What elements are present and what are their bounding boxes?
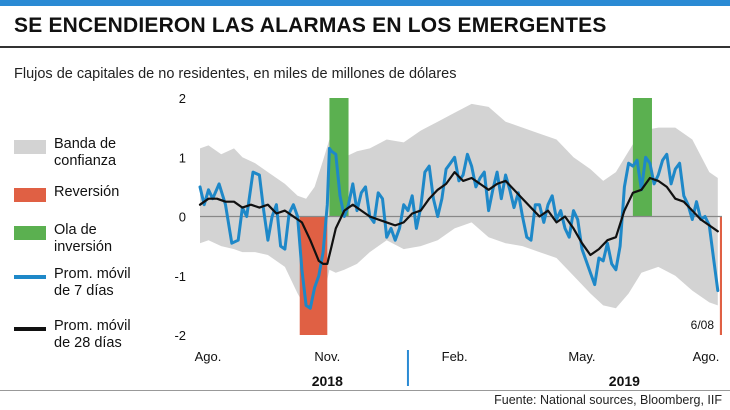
series-layer [198,146,720,310]
y-tick-label: 1 [179,150,186,165]
year-label: 2019 [609,373,640,389]
legend-swatch-band [14,140,46,154]
y-tick-label: -1 [174,269,186,284]
y-ticks-layer: 2 1 0 -1 -2 [174,91,186,343]
x-ticks-layer: Ago. Nov. Feb. May. Ago. [195,349,720,364]
year-label: 2018 [312,373,343,389]
top-accent-bar [0,0,730,6]
x-tick-label: Ago. [195,349,222,364]
y-tick-label: 2 [179,91,186,106]
chart-title: SE ENCENDIERON LAS ALARMAS EN LOS EMERGE… [14,14,607,37]
legend-swatch-ma7 [14,275,46,279]
y-tick-label: 0 [179,210,186,225]
reversion-region-1 [719,216,722,335]
inversion-region-1 [632,98,652,217]
x-tick-label: May. [568,349,595,364]
x-tick-label: Nov. [314,349,340,364]
x-tick-label: Feb. [442,349,468,364]
legend-label-ma7: Prom. móvil de 7 días [54,266,131,299]
source-note: Fuente: National sources, Bloomberg, IIF [494,393,722,407]
series-line-ma28 [198,171,719,265]
y-tick-label: -2 [174,328,186,343]
years-layer: 2018 2019 [312,350,640,389]
regions-layer [299,98,722,335]
legend-swatch-inversion [14,226,46,240]
x-tick-label: Ago. [693,349,720,364]
reversion-region-0 [299,216,328,335]
series-line-ma7 [198,146,720,310]
legend-label-reversion: Reversión [54,184,120,200]
legend-label-ma28: Prom. móvil de 28 días [54,318,131,351]
inversion-region-0 [329,98,349,217]
legend-swatch-reversion [14,188,46,202]
date-annotation: 6/08 [691,318,715,332]
chart-subtitle: Flujos de capitales de no residentes, en… [14,66,457,82]
legend-label-band: Banda de confianza [54,136,117,169]
title-divider [0,46,730,48]
footer-divider [0,390,730,391]
legend-swatch-ma28 [14,327,46,331]
legend-label-inversion: Ola de inversión [54,222,113,255]
